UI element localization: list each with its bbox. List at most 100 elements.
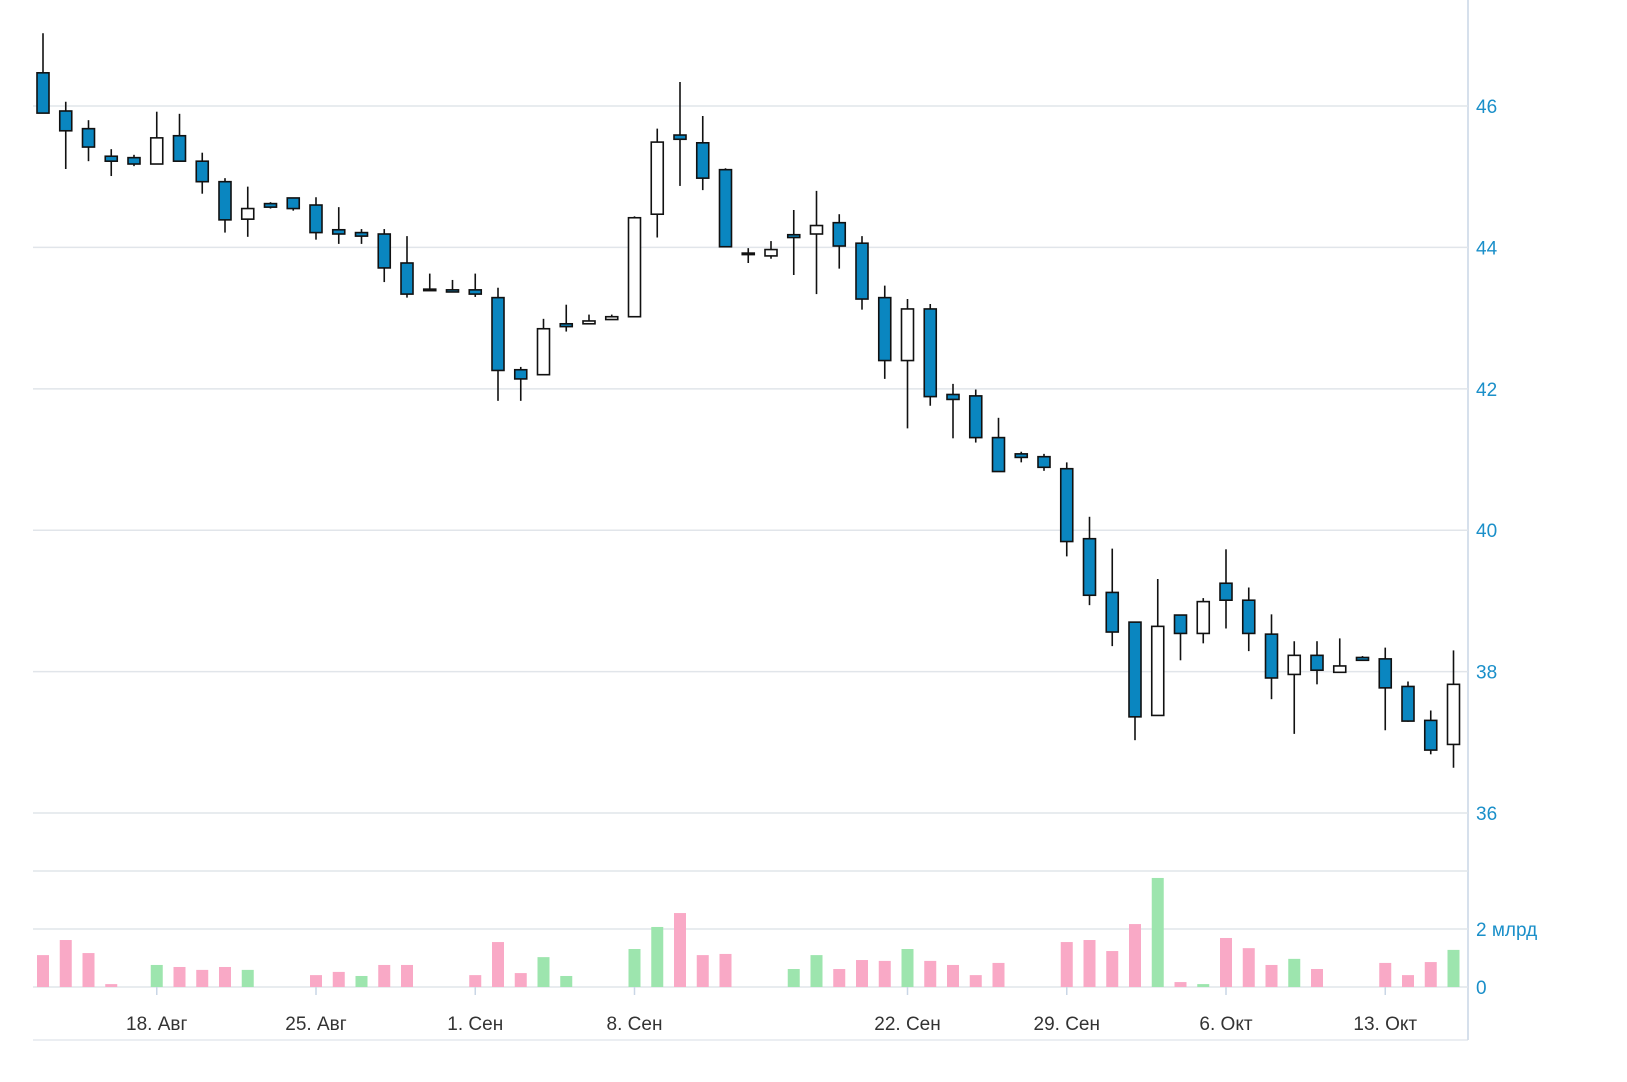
volume-bar [37, 955, 49, 987]
x-tick-label: 25. Авг [285, 1014, 346, 1035]
volume-bar [173, 966, 186, 987]
volume-bar [401, 964, 413, 987]
candle-body [331, 228, 346, 235]
volume-bar [674, 913, 686, 987]
volume-bar [1242, 948, 1255, 987]
candle-body [1355, 656, 1370, 662]
volume-bar [992, 962, 1005, 987]
candle-body [855, 242, 869, 300]
candle-body [991, 436, 1006, 473]
volume-bar [332, 971, 345, 987]
candle-body [695, 142, 710, 179]
candle-body [1128, 621, 1142, 718]
volume-bar [82, 953, 95, 987]
volume-bar [469, 975, 482, 987]
candle-body [764, 248, 778, 257]
y-tick-label: 42 [1476, 380, 1497, 401]
volume-bar [1197, 984, 1210, 987]
volume-bar [560, 975, 573, 987]
volume-bar [1174, 982, 1187, 987]
volume-bar [833, 969, 846, 987]
volume-bar [105, 984, 118, 987]
x-tick-label: 22. Сен [874, 1014, 940, 1035]
y-tick-label: 40 [1476, 521, 1497, 542]
volume-bar [355, 975, 368, 987]
volume-bar [1265, 964, 1278, 987]
candle-body [809, 224, 824, 235]
volume-bar [1447, 949, 1460, 987]
volume-bar [196, 969, 209, 987]
volume-bar [1288, 958, 1301, 987]
y-tick-label: 0 [1476, 978, 1487, 999]
volume-bar [1402, 975, 1414, 987]
candle-body [877, 296, 892, 362]
candle-body [1059, 467, 1074, 543]
candle-body [786, 233, 801, 239]
candle-body [422, 288, 437, 292]
volume-bar [378, 964, 391, 987]
candle-body [1173, 614, 1188, 635]
candle-body [673, 134, 687, 141]
candle-body [1287, 654, 1302, 676]
candle-body [468, 289, 483, 295]
volume-bar [810, 955, 823, 987]
candle-body [1423, 719, 1438, 751]
candle-body [1196, 600, 1211, 635]
volume-bar [1424, 962, 1437, 987]
y-tick-label: 46 [1476, 97, 1497, 118]
candle-body [218, 180, 232, 221]
x-tick-label: 1. Сен [447, 1014, 503, 1035]
candle-body [240, 207, 255, 220]
volume-bar [1379, 962, 1392, 987]
y-tick-label: 36 [1476, 804, 1497, 825]
candle-body [286, 197, 301, 210]
candle-body [58, 110, 73, 132]
candle-body [513, 368, 528, 380]
volume-bar [901, 949, 914, 987]
volume-bar [1311, 969, 1323, 987]
candle-body [445, 289, 460, 293]
y-tick-label: 38 [1476, 663, 1497, 684]
x-tick-label: 8. Сен [607, 1014, 663, 1035]
candle-body [832, 221, 847, 247]
candle-body [968, 395, 983, 439]
candle-body [1332, 665, 1347, 674]
x-tick-label: 18. Авг [126, 1014, 187, 1035]
candle-body [491, 296, 505, 372]
volume-bar [492, 942, 504, 987]
volume-bar [150, 964, 163, 987]
candle-body [1264, 633, 1279, 679]
y-tick-label: 2 млрд [1476, 920, 1537, 941]
volume-bar [1151, 877, 1164, 987]
volume-bar [514, 973, 527, 987]
candle-body [536, 327, 551, 376]
volume-bar [241, 969, 254, 987]
candle-body [36, 72, 50, 114]
candle-body [946, 393, 960, 401]
candle-body [1082, 537, 1097, 597]
candle-body [650, 141, 665, 216]
candle-body [104, 155, 119, 162]
candle-body [400, 262, 414, 295]
candle-body [1105, 591, 1120, 633]
volume-bar [947, 964, 959, 987]
candle-body [263, 202, 278, 208]
candle-body [1378, 658, 1393, 689]
candle-body [1150, 625, 1165, 717]
candle-body [1310, 654, 1324, 671]
candle-body [1401, 685, 1415, 722]
volume-bar [1060, 942, 1073, 987]
volume-bar [628, 949, 641, 987]
volume-bar [1129, 924, 1141, 987]
volume-bar [924, 960, 937, 987]
candle-body [1014, 453, 1029, 459]
candle-body [149, 137, 164, 165]
candle-body [1037, 455, 1051, 469]
y-tick-label: 44 [1476, 238, 1498, 259]
candle-body [127, 156, 141, 165]
volume-bar [878, 960, 891, 987]
volume-bar [856, 960, 868, 987]
volume-bar [59, 940, 72, 987]
